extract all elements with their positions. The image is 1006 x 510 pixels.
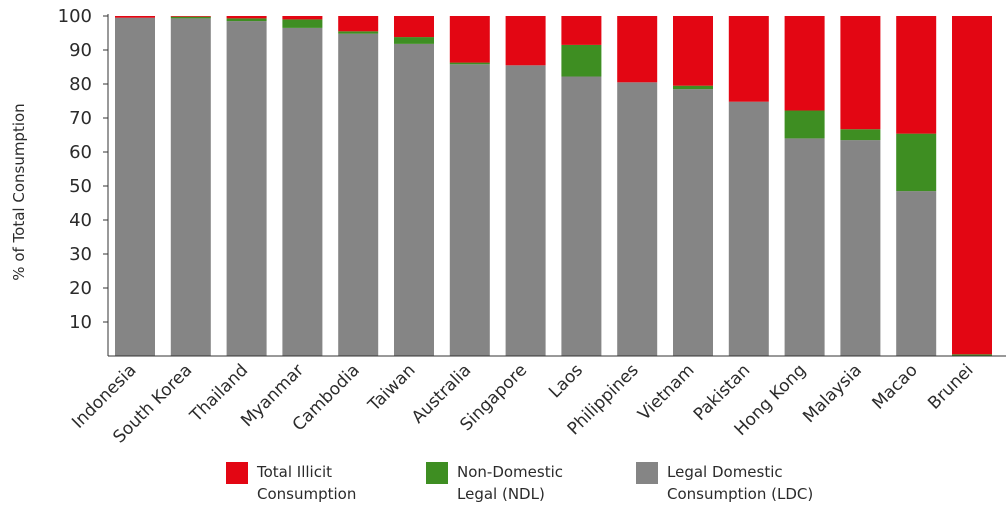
bar-segment-pakistan-illicit	[728, 16, 769, 102]
bar-segment-south-korea-ndl	[170, 16, 211, 19]
y-tick-label: 20	[69, 278, 92, 299]
legend: Total Illicit Consumption Non-Domestic Lega…	[226, 462, 813, 503]
bar-segment-taiwan-illicit	[394, 16, 434, 38]
y-tick-label: 90	[69, 40, 92, 61]
bar-segment-hong-kong-ldc	[784, 138, 825, 356]
bar-segment-macao-ndl	[896, 133, 937, 192]
legend-label: Consumption (LDC)	[667, 485, 813, 503]
y-tick-label: 80	[69, 74, 92, 95]
legend-item-ldc: Legal Domestic Consumption (LDC)	[636, 462, 813, 503]
bar-segment-brunei-illicit	[952, 16, 992, 355]
bar-segment-myanmar-ldc	[282, 27, 323, 357]
bar-segment-singapore-ldc	[505, 65, 546, 357]
bar-segment-macao-illicit	[896, 16, 937, 134]
bar-segment-thailand-ndl	[226, 18, 267, 22]
y-tick-label: 100	[58, 6, 92, 27]
bar-segment-south-korea-illicit	[170, 16, 211, 17]
bar-segment-taiwan-ndl	[394, 37, 434, 44]
bar-segment-hong-kong-ndl	[784, 110, 825, 139]
legend-label: Legal (NDL)	[457, 485, 545, 503]
legend-label: Non-Domestic	[457, 463, 563, 481]
x-tick-label: Malaysia	[799, 360, 866, 427]
bar-segment-cambodia-ndl	[338, 31, 379, 34]
bar-segment-hong-kong-illicit	[784, 16, 825, 111]
x-tick-label: Macao	[869, 360, 922, 413]
legend-swatch	[636, 462, 658, 484]
bar-segment-laos-illicit	[561, 16, 602, 45]
bar-segment-taiwan-ldc	[394, 43, 434, 356]
bar-segment-brunei-ndl	[952, 354, 992, 356]
bar-segment-macao-ldc	[896, 191, 937, 356]
legend-swatch	[226, 462, 248, 484]
x-tick-label: Vietnam	[634, 360, 698, 424]
bar-segment-myanmar-ndl	[282, 19, 323, 28]
x-tick-label: Laos	[545, 360, 587, 402]
bar-segment-malaysia-ndl	[840, 129, 881, 141]
bar-segment-malaysia-illicit	[840, 16, 881, 130]
legend-item-ndl: Non-Domestic Legal (NDL)	[426, 462, 563, 503]
bar-segment-thailand-illicit	[226, 16, 267, 19]
bar-segment-myanmar-illicit	[282, 16, 323, 20]
bar-segment-cambodia-ldc	[338, 33, 379, 357]
bar-segment-laos-ndl	[561, 44, 602, 77]
axes	[107, 14, 1006, 357]
y-tick-label: 40	[69, 210, 92, 231]
legend-label: Legal Domestic	[667, 463, 783, 481]
y-tick-label: 60	[69, 142, 92, 163]
y-tick-label: 50	[69, 176, 92, 197]
bar-segment-vietnam-ldc	[673, 89, 713, 356]
legend-label: Total Illicit	[256, 463, 332, 481]
bar-segment-south-korea-ldc	[170, 18, 211, 356]
bar-segment-vietnam-illicit	[673, 16, 713, 86]
bar-segment-vietnam-ndl	[673, 85, 713, 90]
legend-swatch	[426, 462, 448, 484]
bar-segment-singapore-illicit	[505, 16, 546, 66]
bar-segment-thailand-ldc	[226, 21, 267, 356]
bar-segment-laos-ldc	[561, 76, 602, 357]
y-tick-label: 30	[69, 244, 92, 265]
y-tick-label: 70	[69, 108, 92, 129]
legend-item-illicit: Total Illicit Consumption	[226, 462, 356, 503]
bar-segment-indonesia-illicit	[115, 16, 155, 18]
bars	[115, 16, 992, 357]
bar-segment-australia-illicit	[449, 16, 490, 63]
legend-label: Consumption	[257, 485, 356, 503]
bar-segment-indonesia-ldc	[115, 17, 155, 356]
bar-segment-australia-ldc	[449, 64, 490, 356]
y-axis-label: % of Total Consumption	[10, 103, 28, 280]
y-tick-label: 10	[69, 312, 92, 333]
bar-segment-australia-ndl	[449, 62, 490, 65]
bar-segment-malaysia-ldc	[840, 140, 881, 356]
x-tick-label: Brunei	[924, 360, 977, 413]
x-tick-label: Taiwan	[364, 360, 420, 416]
bar-segment-cambodia-illicit	[338, 16, 379, 32]
bar-segment-pakistan-ldc	[728, 101, 769, 357]
bar-segment-philippines-ldc	[617, 82, 658, 357]
bar-segment-philippines-illicit	[617, 16, 658, 83]
